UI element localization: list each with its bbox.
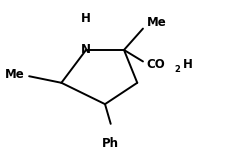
Text: CO: CO: [147, 58, 166, 71]
Text: H: H: [81, 12, 91, 25]
Text: N: N: [81, 43, 91, 56]
Text: 2: 2: [174, 65, 180, 74]
Text: H: H: [183, 58, 193, 71]
Text: Me: Me: [5, 68, 24, 81]
Text: Me: Me: [147, 16, 166, 29]
Text: Ph: Ph: [102, 137, 119, 150]
